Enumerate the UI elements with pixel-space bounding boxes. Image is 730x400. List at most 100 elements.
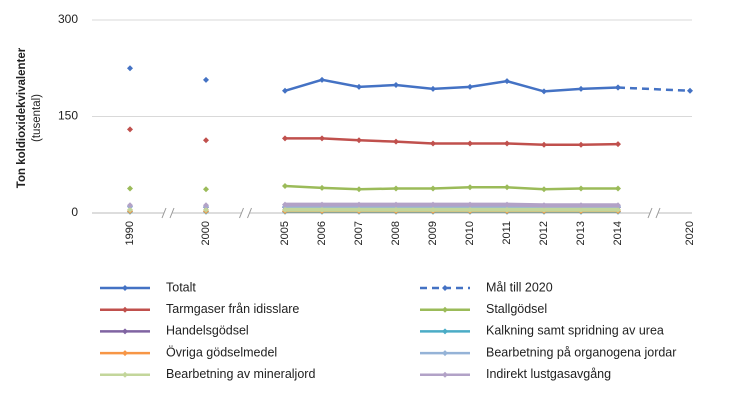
data-point xyxy=(467,206,473,213)
legend-label: Övriga gödselmedel xyxy=(166,345,277,359)
legend-marker xyxy=(122,306,128,313)
data-point xyxy=(467,83,473,90)
data-point xyxy=(203,206,209,213)
data-point xyxy=(430,140,436,147)
data-point xyxy=(356,206,362,213)
legend-label: Bearbetning på organogena jordar xyxy=(486,345,676,359)
x-tick-label: 1990 xyxy=(124,221,136,245)
data-point xyxy=(504,78,510,85)
data-point xyxy=(282,201,288,208)
data-point xyxy=(467,184,473,191)
data-point xyxy=(393,138,399,145)
data-point xyxy=(578,185,584,192)
data-point xyxy=(541,88,547,95)
legend-marker xyxy=(122,328,128,335)
x-tick-label: 2020 xyxy=(684,221,696,245)
data-point xyxy=(319,206,325,213)
data-point xyxy=(430,185,436,192)
x-tick-label: 2008 xyxy=(390,221,402,245)
data-point xyxy=(430,206,436,213)
axis-break xyxy=(161,207,175,219)
legend-marker xyxy=(442,371,448,378)
data-point xyxy=(356,201,362,208)
legend-marker xyxy=(122,285,128,291)
data-point xyxy=(356,186,362,193)
data-point xyxy=(319,76,325,83)
data-point xyxy=(282,87,288,94)
legend-label: Stallgödsel xyxy=(486,302,547,316)
axis-break-gap xyxy=(164,210,172,216)
legend-label: Indirekt lustgasavgång xyxy=(486,367,611,381)
data-point xyxy=(319,135,325,142)
x-tick-label: 2010 xyxy=(464,221,476,245)
y-axis-unit: (tusental) xyxy=(31,94,43,142)
data-point xyxy=(282,135,288,142)
data-point xyxy=(615,84,621,91)
data-point xyxy=(541,202,547,209)
data-point xyxy=(356,83,362,90)
data-point xyxy=(430,201,436,208)
data-point xyxy=(467,140,473,147)
data-point xyxy=(615,141,621,148)
data-point xyxy=(127,65,133,72)
x-tick-label: 2014 xyxy=(612,221,624,245)
legend-marker xyxy=(442,306,448,313)
data-point xyxy=(203,186,209,193)
x-tick-label: 2006 xyxy=(316,221,328,245)
legend-marker xyxy=(442,285,448,291)
axis-break-gap xyxy=(650,210,658,216)
x-tick-label: 2012 xyxy=(538,221,550,245)
legend-label: Handelsgödsel xyxy=(166,324,249,338)
y-tick-label: 0 xyxy=(71,205,78,219)
data-point xyxy=(393,206,399,213)
data-point xyxy=(504,140,510,147)
data-point xyxy=(504,184,510,191)
series-line xyxy=(284,78,619,93)
data-point xyxy=(541,141,547,148)
data-point xyxy=(282,182,288,189)
x-tick-label: 2000 xyxy=(200,221,212,245)
series-line xyxy=(284,184,618,191)
data-point xyxy=(127,185,133,192)
data-point xyxy=(615,185,621,192)
legend-marker xyxy=(442,350,448,357)
data-point xyxy=(203,202,209,209)
axis-break xyxy=(647,207,661,219)
data-point xyxy=(203,137,209,144)
data-point xyxy=(541,186,547,193)
y-tick-label: 300 xyxy=(58,12,78,26)
data-point xyxy=(393,81,399,88)
axis-break xyxy=(239,207,252,219)
data-point xyxy=(615,206,621,213)
data-point xyxy=(127,202,133,209)
legend-label: Tarmgaser från idisslare xyxy=(166,302,299,316)
series-line xyxy=(285,202,618,208)
data-point xyxy=(127,206,133,213)
series-line xyxy=(617,86,691,93)
y-tick-label: 150 xyxy=(58,109,78,123)
data-point xyxy=(203,76,209,83)
data-point xyxy=(615,202,621,209)
legend-label: Bearbetning av mineraljord xyxy=(166,367,315,381)
legend-marker xyxy=(442,328,448,335)
data-point xyxy=(393,185,399,192)
legend-label: Mål till 2020 xyxy=(486,280,553,294)
y-axis-title: Ton koldioxidekvivalenter xyxy=(16,47,28,188)
legend-marker xyxy=(122,350,128,357)
data-point xyxy=(127,126,133,133)
data-point xyxy=(504,206,510,213)
axis-break-gap xyxy=(241,210,250,216)
x-tick-label: 2013 xyxy=(575,221,587,245)
data-point xyxy=(356,137,362,144)
data-point xyxy=(430,85,436,92)
data-point xyxy=(467,201,473,208)
legend-label: Kalkning samt spridning av urea xyxy=(486,324,664,338)
data-point xyxy=(578,85,584,92)
data-point xyxy=(541,206,547,213)
x-tick-label: 2007 xyxy=(353,221,365,245)
legend-label: Totalt xyxy=(166,280,196,294)
data-point xyxy=(504,201,510,208)
legend-marker xyxy=(122,371,128,378)
data-point xyxy=(319,184,325,191)
data-point xyxy=(578,206,584,213)
